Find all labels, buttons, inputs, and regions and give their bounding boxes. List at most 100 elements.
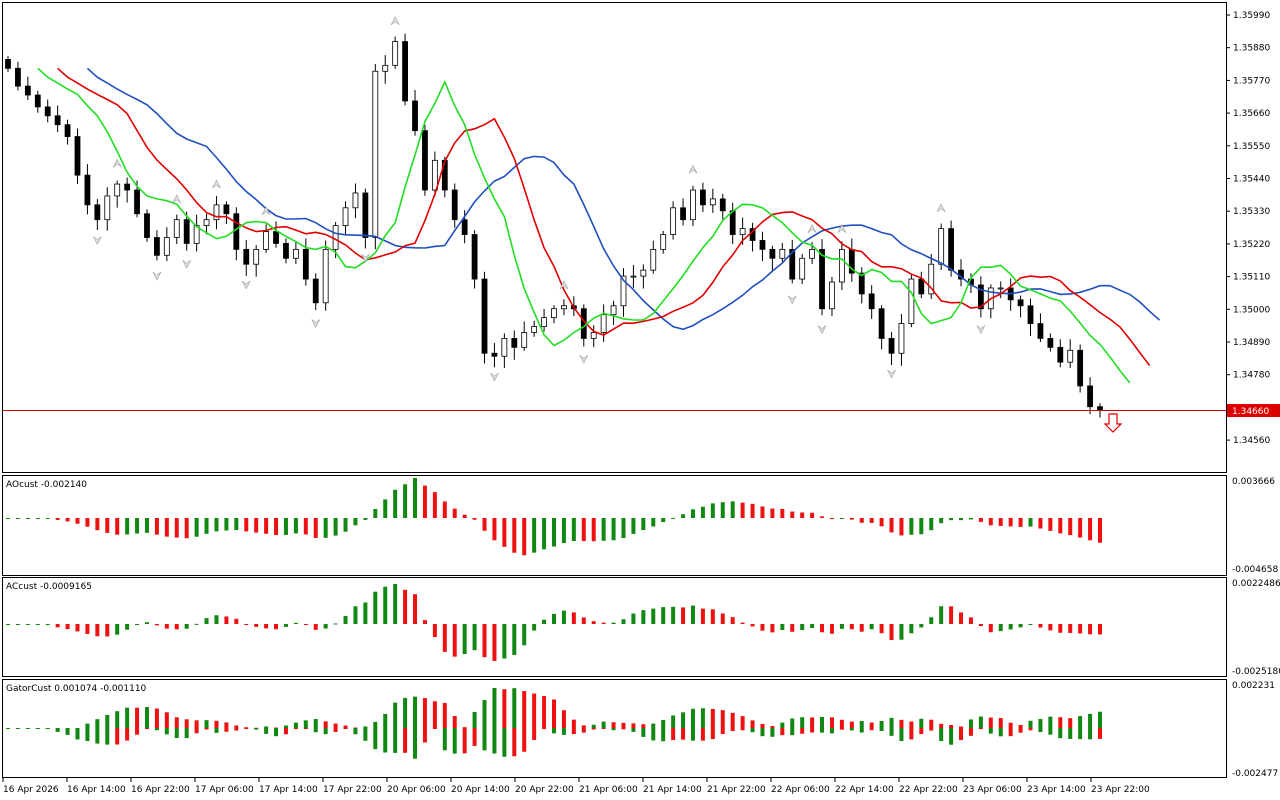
hist-bar-green [353,606,358,624]
bear-candle [789,248,796,280]
fractal-down-icon [182,260,191,269]
bull-candle [263,231,270,250]
gator-lower-bar-green [323,728,328,735]
hist-bar-red [184,518,189,539]
hist-bar-green [363,602,368,624]
bear-candle [233,213,240,250]
gator-lower-bar-green [105,728,110,745]
gator-upper-bar-red [552,699,556,728]
bull-candle [352,192,359,209]
bear-candle [1077,349,1084,387]
gator-upper-bar-green [700,708,705,728]
gator-upper-bar-red [760,723,765,728]
hist-bar-green [631,613,636,624]
bear-candle [54,115,61,126]
hist-bar-red [65,624,70,630]
gator-upper-bar-red [164,712,169,728]
hist-bar-green [800,624,805,631]
gator-lower-bar-red [194,728,199,734]
gator-upper-bar-red [542,696,547,728]
gator-lower-bar-red [283,728,288,735]
hist-bar-red [512,518,517,553]
hist-bar-red [581,518,586,542]
gator-lower-bar-red [204,728,209,730]
hist-bar-red [482,624,487,658]
gator-lower-bar-red [462,728,467,754]
fractal-up-icon [936,203,946,213]
price-axis-tick-label: 1.35770 [1233,76,1270,86]
hist-bar-red [452,624,457,657]
gator-lower-bar-red [581,728,586,733]
bear-candle [34,94,41,108]
hist-bar-red [303,624,308,625]
hist-bar-red [1018,518,1023,527]
gator-lower-bar-red [303,728,308,729]
hist-bar-red [174,518,179,538]
bull-candle [501,338,508,357]
gator-upper-bar-red [720,710,725,728]
hist-bar-green [393,489,398,518]
gator-lower-bar-red [800,728,805,734]
price-axis-tick-label: 1.34780 [1233,371,1270,381]
hist-bar-green [373,591,378,624]
gator-pane[interactable]: GatorCust 0.001074 -0.001110 [2,679,1227,778]
ao-pane[interactable]: AOcust -0.002140 [2,475,1227,576]
hist-bar-red [462,514,467,518]
gator-lower-bar-green [482,728,487,751]
bull-candle [829,281,835,310]
gator-min-label: -0.002477 [1232,769,1278,779]
hist-bar-red [849,518,854,520]
hist-bar-green [552,613,556,624]
time-axis-label: 23 Apr 22:00 [1091,785,1150,795]
hist-bar-red [820,516,825,518]
ao-histogram [6,478,1102,556]
bear-candle [74,136,81,176]
hist-bar-red [988,518,993,526]
ao-max-label: 0.003666 [1232,477,1275,487]
hist-bar-green [968,518,973,520]
gator-lower-bar-green [859,728,864,733]
gator-upper-bar-red [581,725,586,728]
gator-lower-bar-green [631,728,636,732]
gator-lower-bar-red [512,728,517,757]
bear-candle [948,228,954,271]
hist-bar-green [939,606,944,624]
hist-bar-green [323,518,328,538]
gator-upper-bar-green [204,720,209,728]
gator-lower-bar-green [65,728,70,735]
hist-bar-green [194,518,199,537]
price-pane[interactable] [2,2,1227,473]
hist-bar-green [1028,518,1033,527]
gator-lower-bar-green [35,728,40,729]
gator-lower-bar-green [6,728,10,729]
hist-bar-green [283,518,288,535]
gator-upper-bar-green [313,719,318,728]
hist-bar-green [512,624,517,655]
gator-upper-bar-red [621,722,626,728]
hist-bar-red [164,624,169,629]
time-axis-label: 17 Apr 22:00 [323,785,382,795]
hist-bar-red [422,620,427,624]
hist-bar-green [194,623,199,625]
hist-bar-red [949,606,954,624]
hist-bar-red [403,589,408,624]
gator-upper-bar-green [264,726,269,728]
gator-lower-bar-red [571,728,576,735]
hist-bar-green [710,503,715,518]
fractal-up-icon [688,164,698,174]
hist-bar-red [1068,518,1073,536]
hist-bar-red [820,624,825,633]
hist-bar-green [661,607,666,624]
gator-upper-bar-green [859,721,864,728]
gator-lower-bar-red [919,728,924,735]
gator-upper-bar-red [571,719,576,728]
gator-upper-bar-red [422,698,427,728]
fractal-down-icon [490,372,499,382]
bull-candle [670,207,677,235]
gator-lower-bar-green [998,728,1003,737]
hist-bar-red [264,518,269,534]
hist-bar-green [383,586,388,624]
ac-pane[interactable]: ACcust -0.0009165 [2,577,1227,677]
